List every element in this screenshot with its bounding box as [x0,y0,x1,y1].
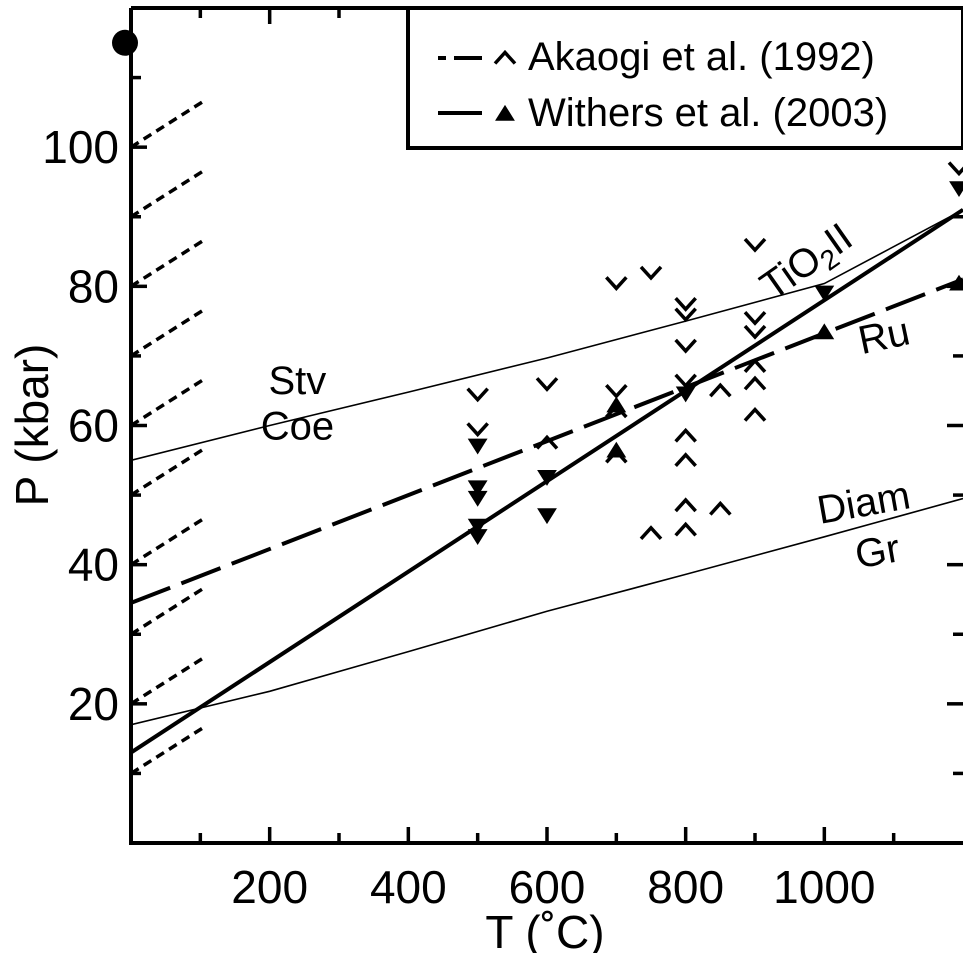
triangle-marker-7 [606,396,627,413]
triangle-marker-4 [467,529,488,545]
x-tick-label-200: 200 [231,861,308,913]
y-tick-label-60: 60 [68,400,119,452]
left-edge-dashed-segments [130,100,204,775]
triangle-marker-5 [537,469,557,486]
caret-marker-0 [466,387,489,403]
triangle-marker-9 [675,386,696,403]
caret-marker-16 [674,521,697,537]
legend-label-withers: Withers et al. (2003) [528,91,888,135]
triangle-marker-10 [814,285,835,302]
y-tick-label-80: 80 [68,260,119,312]
triangle-marker-0 [467,438,488,455]
dashed-segment-7 [130,239,204,288]
triangle-marker-12 [949,181,963,198]
legend-box [406,6,963,150]
triangle-marker-6 [537,508,557,525]
dashed-segment-6 [130,309,204,358]
caret-marker-24 [743,375,767,391]
caret-marker-12 [674,373,697,389]
caret-marker-9 [674,297,697,312]
caret-marker-17 [639,525,663,541]
caret-marker-19 [709,382,732,398]
axes: 20 40 60 80 100 200 400 600 800 1000 [42,6,963,913]
caret-marker-1 [466,422,489,438]
boundary-line-2 [131,277,963,605]
dashed-segment-4 [130,448,204,497]
legend-symbols [438,49,517,121]
data-markers [466,161,963,545]
caret-marker-11 [674,338,697,354]
caret-marker-20 [743,237,767,253]
legend-label-akaogi: Akaogi et al. (1992) [528,35,875,79]
x-tick-label-1000: 1000 [773,861,875,913]
triangle-marker-2 [467,490,488,507]
caret-marker-8 [639,265,663,281]
y-tick-label-100: 100 [42,121,119,173]
triangle-marker-3 [467,518,488,535]
x-tick-label-800: 800 [647,861,724,913]
phase-label-5: Gr [852,526,903,577]
triangle-marker-8 [606,441,627,458]
y-tick-label-20: 20 [68,678,119,730]
caret-marker-2 [535,377,559,392]
dashed-segment-3 [130,517,204,567]
caret-marker-10 [674,307,697,323]
phase-label-3: Ru [854,309,913,363]
caret-marker-25 [743,406,767,422]
boundary-line-0 [131,209,963,462]
phase-label-4: Diam [814,473,914,533]
caret-marker-18 [709,500,732,516]
dashed-segment-2 [130,587,204,636]
dashed-segment-1 [130,657,204,706]
triangle-marker-11 [814,323,835,340]
caret-marker-5 [605,384,628,399]
caret-marker-4 [605,276,628,291]
triangle-marker-1 [467,480,488,497]
dashed-segment-5 [130,378,204,427]
caret-marker-22 [743,324,767,340]
phase-label-0: Stv [269,359,327,403]
legend-triangle-marker [495,104,515,121]
caret-marker-21 [743,310,767,326]
filled-circle-marker [112,29,138,56]
caret-marker-26 [947,161,963,177]
boundary-line-1 [131,497,963,726]
caret-marker-23 [743,358,767,374]
caret-marker-3 [535,434,559,450]
x-tick-label-400: 400 [370,861,447,913]
dashed-segment-8 [130,170,204,219]
caret-marker-15 [674,497,697,513]
x-axis-title: T (˚C) [485,906,604,953]
x-tick-label-600: 600 [509,861,586,913]
dashed-segment-0 [130,726,204,775]
legend: Akaogi et al. (1992) Withers et al. (200… [406,6,963,150]
dashed-segment-9 [130,100,204,149]
y-tick-label-40: 40 [68,539,119,591]
legend-caret-marker [493,49,517,65]
caret-marker-14 [674,452,697,467]
y-axis-title: P (kbar) [6,344,58,507]
phase-label-1: Coe [261,404,334,448]
caret-marker-13 [674,427,697,443]
